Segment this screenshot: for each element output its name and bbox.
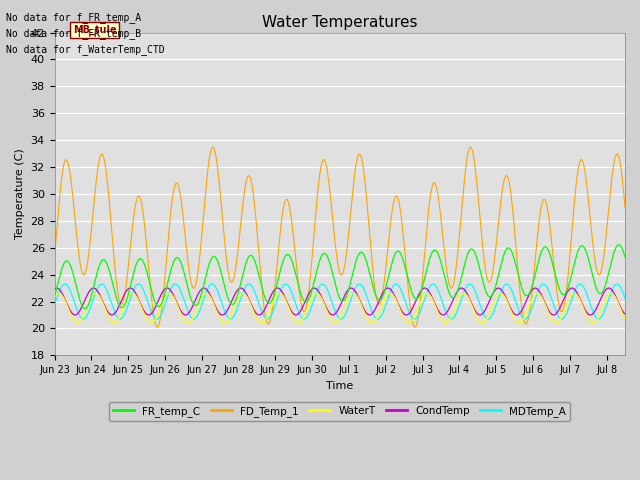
Text: No data for f_FR_temp_A: No data for f_FR_temp_A (6, 12, 141, 23)
Text: No data for f_WaterTemp_CTD: No data for f_WaterTemp_CTD (6, 44, 165, 55)
Text: MB_tule: MB_tule (73, 24, 116, 35)
Text: No data for f_FR_temp_B: No data for f_FR_temp_B (6, 28, 141, 39)
Legend: FR_temp_C, FD_Temp_1, WaterT, CondTemp, MDTemp_A: FR_temp_C, FD_Temp_1, WaterT, CondTemp, … (109, 402, 570, 421)
X-axis label: Time: Time (326, 381, 353, 391)
Title: Water Temperatures: Water Temperatures (262, 15, 417, 30)
Y-axis label: Temperature (C): Temperature (C) (15, 148, 25, 240)
